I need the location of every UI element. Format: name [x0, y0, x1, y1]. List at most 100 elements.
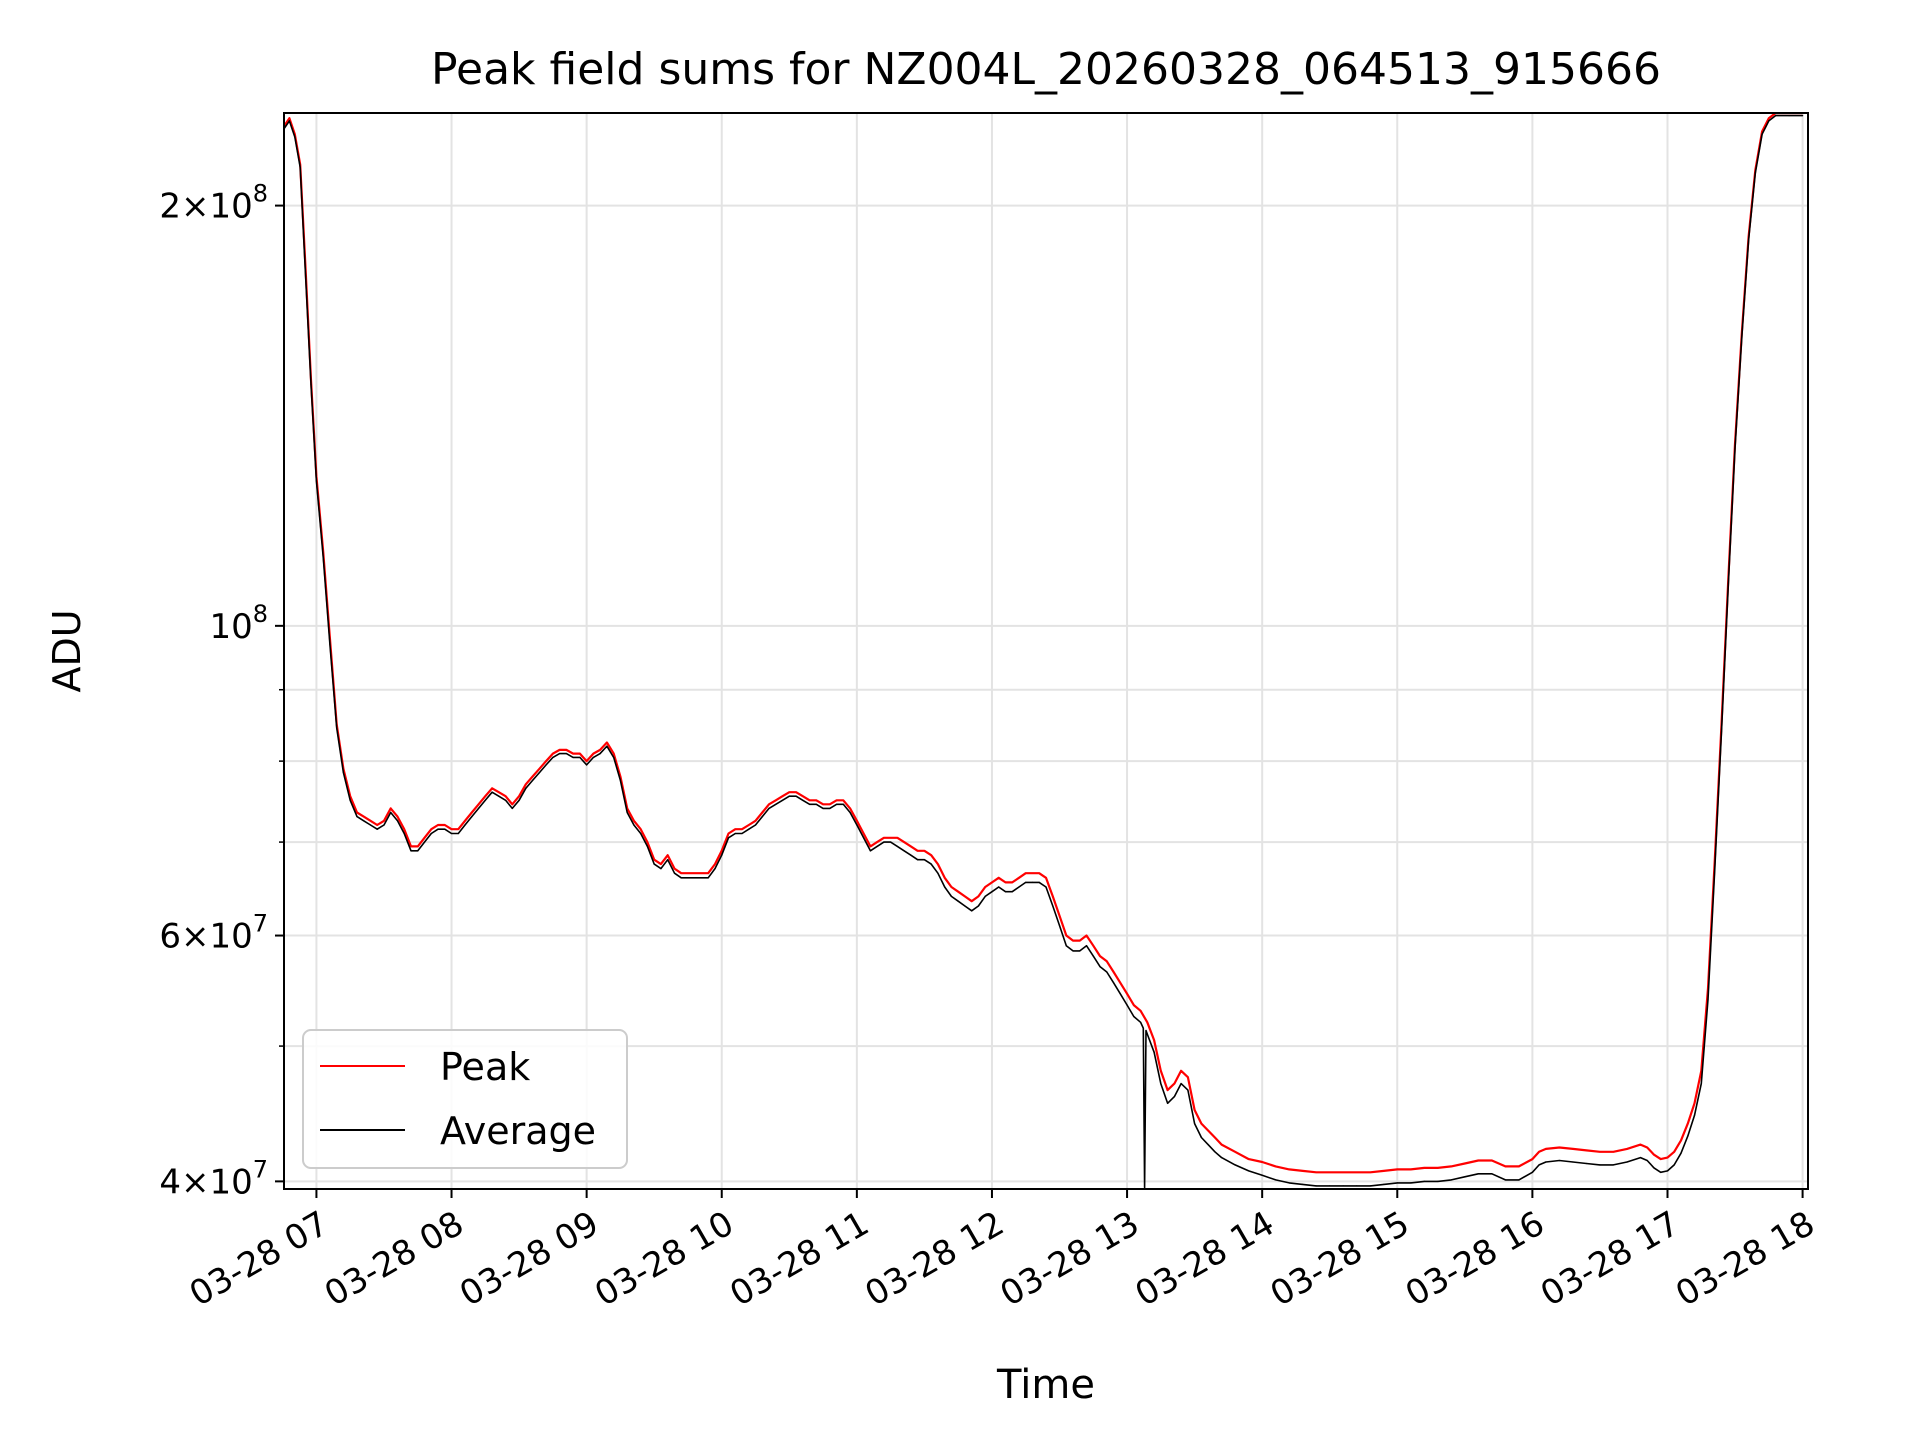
- data-point-average: [383, 824, 385, 826]
- data-point-peak: [1329, 1171, 1331, 1173]
- data-point-peak: [1187, 1076, 1189, 1078]
- data-point-average: [518, 799, 520, 801]
- data-point-average: [356, 816, 358, 818]
- data-point-average: [937, 872, 939, 874]
- data-point-average: [1045, 886, 1047, 888]
- data-point-average: [646, 845, 649, 848]
- data-point-peak: [1585, 1149, 1587, 1151]
- data-point-peak: [572, 753, 574, 755]
- data-point-peak: [741, 828, 743, 830]
- data-point-average: [579, 756, 581, 759]
- data-point-average: [1038, 881, 1040, 884]
- data-point-peak: [410, 845, 412, 848]
- data-point-average: [863, 837, 865, 839]
- data-point-average: [998, 886, 1000, 888]
- data-point-average: [700, 877, 703, 879]
- x-axis-label: Time: [996, 1362, 1095, 1408]
- data-point-peak: [1214, 1136, 1216, 1139]
- data-point-average: [1092, 955, 1094, 957]
- data-point-average: [748, 828, 750, 830]
- data-point-peak: [1004, 881, 1007, 884]
- legend-box: [302, 1029, 628, 1169]
- data-point-peak: [1018, 877, 1020, 879]
- data-point-peak: [788, 791, 790, 793]
- data-point-peak: [680, 872, 682, 874]
- data-point-average: [781, 799, 784, 801]
- data-point-peak: [775, 799, 777, 801]
- data-point-peak: [457, 828, 459, 830]
- data-point-average: [1145, 1029, 1147, 1032]
- data-point-average: [299, 166, 301, 168]
- data-point-average: [1788, 115, 1790, 117]
- data-point-peak: [1180, 1070, 1182, 1072]
- data-point-average: [802, 799, 804, 801]
- data-point-peak: [390, 807, 392, 810]
- data-point-peak: [991, 881, 993, 884]
- data-point-average: [991, 891, 993, 893]
- data-point-peak: [917, 850, 919, 852]
- data-point-average: [876, 845, 878, 848]
- data-point-peak: [1275, 1165, 1277, 1167]
- data-point-peak: [396, 816, 399, 818]
- data-point-average: [1234, 1164, 1236, 1166]
- data-point-average: [294, 136, 296, 138]
- legend-label-average: Average: [440, 1109, 596, 1153]
- data-point-peak: [1200, 1123, 1202, 1125]
- data-point-average: [1727, 584, 1729, 586]
- data-point-peak: [1558, 1146, 1560, 1149]
- data-point-average: [1133, 1015, 1135, 1018]
- data-point-average: [626, 811, 628, 814]
- data-point-peak: [1025, 872, 1027, 874]
- data-point-average: [1160, 1083, 1162, 1085]
- data-point-peak: [444, 824, 446, 826]
- data-point-peak: [1065, 934, 1067, 937]
- data-point-average: [1646, 1159, 1648, 1162]
- data-point-peak: [673, 868, 676, 870]
- data-point-average: [1464, 1176, 1466, 1178]
- data-point-average: [741, 832, 743, 835]
- data-point-average: [1572, 1161, 1574, 1163]
- data-point-average: [1693, 1114, 1696, 1116]
- data-point-peak: [646, 841, 649, 843]
- data-point-peak: [1356, 1171, 1358, 1173]
- data-point-average: [1248, 1170, 1250, 1172]
- data-point-peak: [1545, 1148, 1547, 1150]
- data-point-average: [1146, 1033, 1148, 1035]
- data-point-average: [1187, 1089, 1189, 1091]
- data-point-average: [1079, 950, 1081, 952]
- chart-title: Peak field sums for NZ004L_20260328_0645…: [431, 44, 1661, 95]
- data-point-peak: [525, 783, 527, 785]
- data-point-average: [1768, 120, 1770, 122]
- data-point-peak: [815, 799, 817, 801]
- data-point-average: [1545, 1161, 1547, 1163]
- data-point-peak: [1761, 130, 1763, 133]
- data-point-average: [957, 900, 959, 902]
- data-point-peak: [511, 803, 513, 805]
- data-point-average: [1342, 1185, 1344, 1187]
- data-point-average: [1720, 730, 1723, 733]
- data-point-average: [329, 643, 331, 645]
- data-point-average: [1754, 172, 1756, 174]
- data-point-peak: [1369, 1171, 1371, 1173]
- data-point-peak: [869, 845, 872, 848]
- data-point-peak: [761, 811, 763, 814]
- data-point-peak: [430, 828, 432, 830]
- data-point-average: [673, 872, 676, 874]
- data-point-peak: [1045, 877, 1047, 879]
- data-point-average: [910, 854, 912, 856]
- data-point-peak: [613, 753, 615, 755]
- data-point-average: [1660, 1171, 1662, 1173]
- data-point-peak: [1531, 1158, 1533, 1160]
- data-point-peak: [1302, 1170, 1304, 1172]
- data-point-average: [1558, 1159, 1560, 1162]
- data-point-peak: [363, 816, 365, 818]
- data-point-peak: [403, 828, 405, 830]
- data-point-peak: [1167, 1089, 1169, 1091]
- data-point-peak: [1072, 940, 1074, 942]
- data-point-peak: [532, 775, 534, 778]
- data-point-peak: [1646, 1146, 1648, 1149]
- data-point-average: [971, 910, 973, 912]
- data-point-peak: [842, 799, 844, 801]
- data-point-peak: [586, 760, 588, 762]
- data-point-peak: [1011, 881, 1013, 884]
